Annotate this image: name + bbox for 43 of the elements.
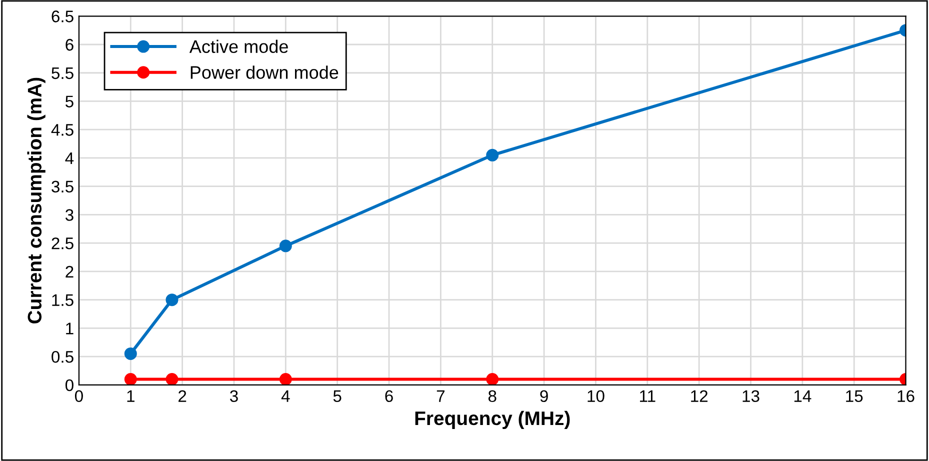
x-tick-label: 13	[742, 390, 760, 402]
x-tick-label: 10	[588, 390, 604, 402]
point	[486, 373, 499, 385]
x-tick-label: 4	[281, 390, 290, 402]
x-tick-label: 3	[230, 390, 238, 402]
y-tick-label: 5.5	[52, 67, 74, 80]
y-tick-label: 4	[65, 152, 74, 164]
x-tick-label: 14	[794, 390, 812, 402]
point	[279, 373, 292, 385]
x-tick-label: 6	[385, 390, 393, 402]
point	[279, 240, 292, 252]
y-tick-label: 3	[65, 209, 74, 221]
point	[166, 373, 178, 385]
y-tick-label: 2.5	[52, 237, 74, 250]
x-tick-label: 2	[178, 390, 186, 402]
x-tick-label: 0	[74, 390, 83, 402]
x-tick-label: 15	[846, 390, 863, 402]
y-tick-label: 4.5	[51, 124, 74, 136]
legend-label: Power down mode	[190, 66, 338, 79]
x-tick-label: 5	[333, 390, 342, 402]
y-tick-label: 1	[66, 322, 74, 334]
y-tick-label: 0	[65, 379, 74, 392]
x-tick-label: 7	[436, 390, 444, 402]
y-tick-label: 6	[66, 38, 74, 51]
legend-label: Active mode	[189, 40, 288, 54]
point	[486, 148, 499, 162]
x-tick-label: 16	[898, 390, 914, 402]
x-tick-label: 1	[127, 390, 134, 402]
point	[166, 294, 178, 306]
point	[124, 373, 137, 385]
y-axis-title: Current consumption (mA)	[27, 78, 46, 324]
x-tick-label: 9	[540, 390, 548, 402]
y-tick-label: 0.5	[52, 350, 74, 363]
point	[124, 347, 137, 360]
x-axis-title: Frequency (MHz)	[415, 410, 570, 430]
x-tick-label: 8	[488, 390, 496, 402]
y-tick-label: 3.5	[52, 180, 74, 193]
x-tick-label: 12	[691, 390, 708, 402]
y-tick-label: 1.5	[52, 294, 74, 306]
y-tick-label: 2	[66, 266, 74, 278]
y-tick-label: 5	[66, 96, 74, 108]
y-tick-label: 6.5	[52, 10, 74, 22]
x-tick-label: 11	[640, 390, 656, 402]
